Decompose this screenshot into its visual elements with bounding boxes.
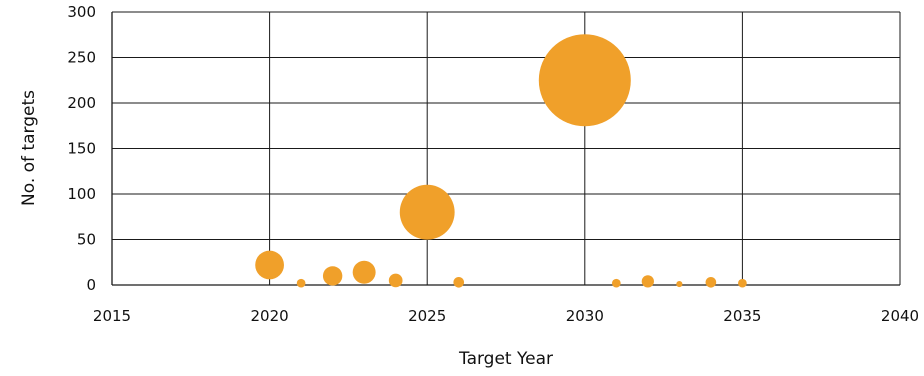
x-tick-label: 2025 [408, 307, 446, 325]
bubble-point [611, 278, 621, 288]
bubble-point [399, 184, 455, 240]
y-tick-label: 50 [77, 231, 96, 249]
x-tick-label: 2015 [93, 307, 131, 325]
x-axis-title: Target Year [458, 349, 553, 369]
tick-labels: 0 50 100 150 200 250 300 2015 2020 2025 2030 2035 20… [67, 3, 919, 325]
bubble-point [453, 276, 465, 288]
bubble-point [676, 281, 683, 288]
y-tick-label: 250 [67, 49, 96, 67]
bubble-point [641, 275, 654, 288]
x-tick-label: 2030 [566, 307, 604, 325]
bubble-point [322, 266, 343, 286]
bubble-series [255, 34, 747, 288]
bubble-point [738, 278, 747, 288]
grid [111, 11, 901, 286]
bubble-point [538, 34, 631, 127]
y-tick-label: 100 [67, 185, 96, 203]
bubble-point [705, 276, 717, 288]
y-tick-label: 300 [67, 3, 96, 21]
y-tick-label: 150 [67, 140, 96, 158]
y-tick-label: 0 [86, 276, 96, 294]
x-tick-label: 2035 [723, 307, 761, 325]
y-tick-label: 200 [67, 94, 96, 112]
bubble-point [352, 260, 376, 284]
x-tick-label: 2020 [251, 307, 289, 325]
x-tick-label: 2040 [881, 307, 919, 325]
y-axis-title: No. of targets [19, 90, 39, 206]
bubble-point [388, 273, 403, 288]
bubble-point [255, 250, 284, 280]
bubble-point [296, 278, 306, 288]
